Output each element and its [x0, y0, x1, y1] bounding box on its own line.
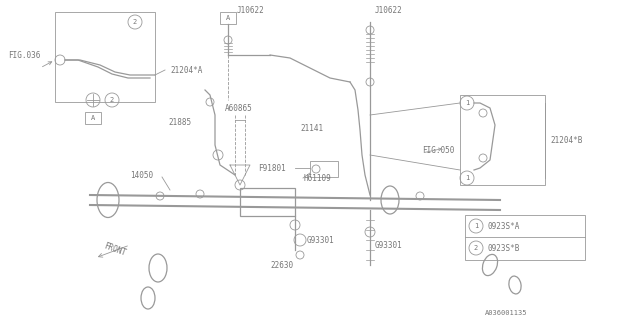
Bar — [310, 161, 338, 177]
Text: 21204*A: 21204*A — [170, 66, 202, 75]
Text: J10622: J10622 — [375, 5, 403, 14]
Text: A: A — [226, 15, 230, 21]
Text: A: A — [91, 115, 95, 121]
Text: FIG.036: FIG.036 — [8, 51, 40, 60]
Text: 0923S*B: 0923S*B — [487, 244, 520, 252]
Text: 1: 1 — [465, 100, 469, 106]
Bar — [85, 112, 101, 124]
Text: A60865: A60865 — [225, 103, 253, 113]
Bar — [55, 12, 155, 102]
Bar — [220, 12, 236, 24]
Text: A036001135: A036001135 — [485, 310, 527, 316]
Bar — [465, 215, 585, 260]
Text: 2: 2 — [110, 97, 114, 103]
Text: 1: 1 — [465, 175, 469, 181]
Text: 22630: 22630 — [270, 260, 293, 269]
Text: FIG.050: FIG.050 — [422, 146, 454, 155]
Text: 21204*B: 21204*B — [550, 135, 582, 145]
Text: G93301: G93301 — [307, 236, 335, 244]
Text: 0923S*A: 0923S*A — [487, 221, 520, 230]
Text: 2: 2 — [133, 19, 137, 25]
Text: 14050: 14050 — [130, 171, 153, 180]
Text: 1: 1 — [474, 223, 478, 229]
Text: 2: 2 — [474, 245, 478, 251]
Text: FRONT: FRONT — [102, 242, 127, 258]
Text: J10622: J10622 — [237, 5, 265, 14]
Text: H61109: H61109 — [303, 173, 331, 182]
Text: G93301: G93301 — [375, 241, 403, 250]
Text: F91801: F91801 — [258, 164, 285, 172]
Bar — [240, 188, 295, 216]
Text: 21885: 21885 — [168, 117, 191, 126]
Bar — [460, 95, 545, 185]
Text: 21141: 21141 — [300, 124, 323, 132]
